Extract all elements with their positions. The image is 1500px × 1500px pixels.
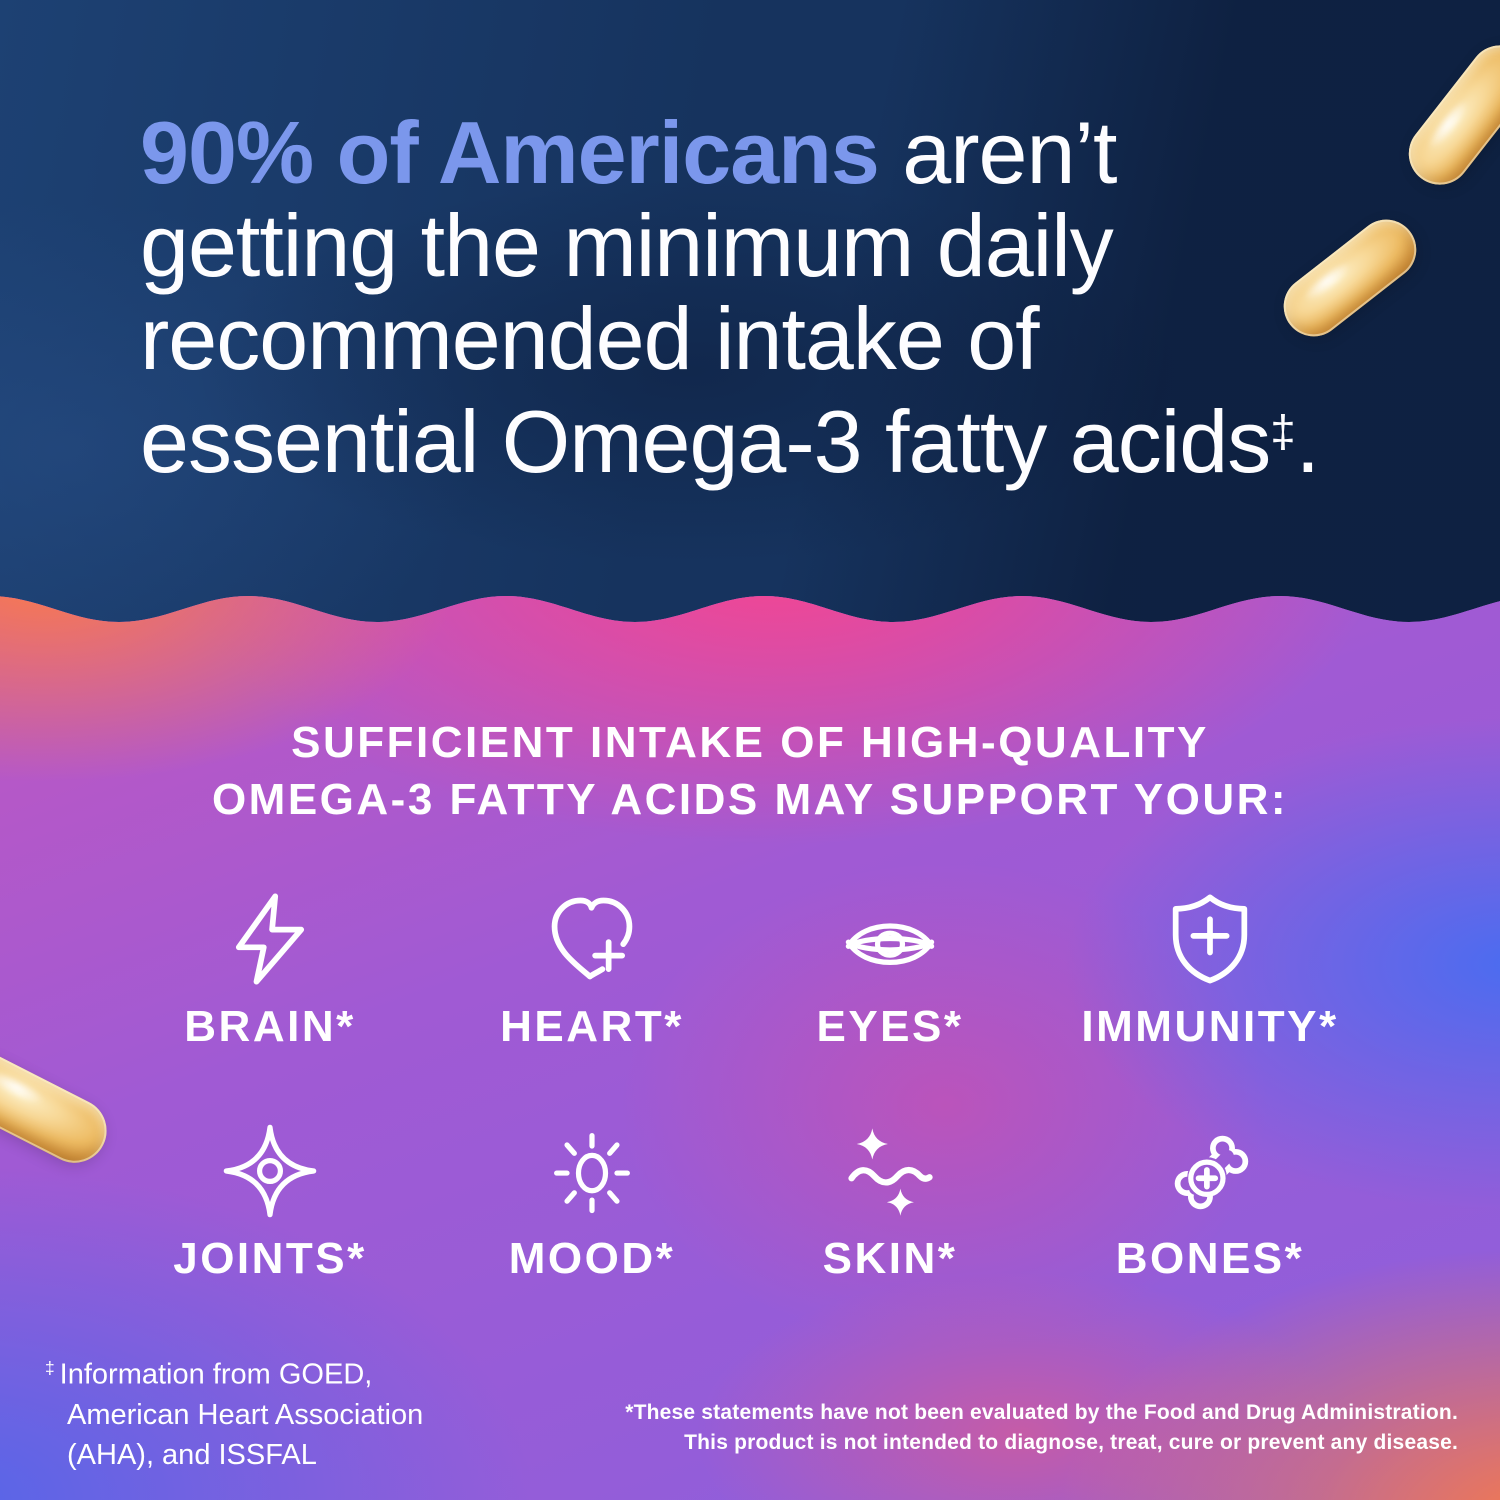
benefit-label: BONES bbox=[1115, 1234, 1285, 1283]
source-footnote: ‡ Information from GOED, American Heart A… bbox=[45, 1358, 424, 1471]
benefit-immunity: IMMUNITY* bbox=[1026, 886, 1394, 1052]
benefit-skin: SKIN* bbox=[754, 1118, 1026, 1284]
headline-line1: 90% of Americans aren’t bbox=[140, 103, 1117, 202]
asterisk-mark: * bbox=[1284, 1234, 1305, 1283]
benefit-label: IMMUNITY bbox=[1081, 1002, 1319, 1051]
benefit-label: JOINTS bbox=[173, 1234, 348, 1283]
asterisk-mark: * bbox=[664, 1002, 684, 1051]
shield-plus-icon bbox=[1172, 894, 1248, 984]
hero-section bbox=[0, 0, 1500, 640]
benefits-heading-line1: SUFFICIENT INTAKE OF HIGH-QUALITY bbox=[291, 718, 1209, 767]
benefits-section bbox=[0, 560, 1500, 1500]
dagger-footnote-mark: ‡ bbox=[45, 1358, 55, 1378]
benefits-heading: SUFFICIENT INTAKE OF HIGH-QUALITY OMEGA-… bbox=[0, 714, 1500, 828]
asterisk-mark: * bbox=[1318, 1002, 1339, 1051]
benefit-label: MOOD bbox=[508, 1234, 656, 1283]
fda-disclaimer: *These statements have not been evaluate… bbox=[625, 1401, 1458, 1454]
headline-line4: essential Omega-3 fatty acids‡. bbox=[140, 392, 1320, 492]
benefits-grid: BRAIN* HEART* EYES* IMMUNITY* bbox=[110, 886, 1394, 1284]
benefit-label: BRAIN bbox=[184, 1002, 337, 1051]
bone-plus-icon bbox=[1158, 1119, 1262, 1223]
benefit-brain: BRAIN* bbox=[110, 886, 430, 1052]
sun-icon bbox=[554, 1133, 630, 1214]
eye-icon bbox=[845, 923, 935, 965]
benefit-label: EYES bbox=[816, 1002, 944, 1051]
heart-plus-icon bbox=[551, 897, 633, 980]
sparkle-wave-icon bbox=[848, 1128, 933, 1216]
benefit-label: HEART bbox=[500, 1002, 665, 1051]
benefit-bones: BONES* bbox=[1026, 1118, 1394, 1284]
four-point-star-icon bbox=[223, 1124, 317, 1218]
asterisk-mark: * bbox=[347, 1234, 367, 1283]
headline: 90% of Americans aren’t getting the mini… bbox=[140, 106, 1400, 488]
headline-highlight: 90% of Americans bbox=[140, 103, 880, 202]
benefit-mood: MOOD* bbox=[430, 1118, 754, 1284]
asterisk-mark: * bbox=[336, 1002, 356, 1051]
headline-line3: recommended intake of bbox=[140, 289, 1040, 388]
headline-line2: getting the minimum daily bbox=[140, 196, 1114, 295]
asterisk-mark: * bbox=[943, 1002, 964, 1051]
benefit-heart: HEART* bbox=[430, 886, 754, 1052]
asterisk-mark: * bbox=[937, 1234, 958, 1283]
asterisk-mark: * bbox=[655, 1234, 676, 1283]
dagger-footnote-mark: ‡ bbox=[1270, 406, 1296, 457]
benefits-heading-line2: OMEGA-3 FATTY ACIDS MAY SUPPORT YOUR: bbox=[211, 775, 1289, 824]
benefit-joints: JOINTS* bbox=[110, 1118, 430, 1284]
benefit-label: SKIN bbox=[822, 1234, 938, 1283]
lightning-bolt-icon bbox=[235, 893, 305, 985]
benefit-eyes: EYES* bbox=[754, 886, 1026, 1052]
